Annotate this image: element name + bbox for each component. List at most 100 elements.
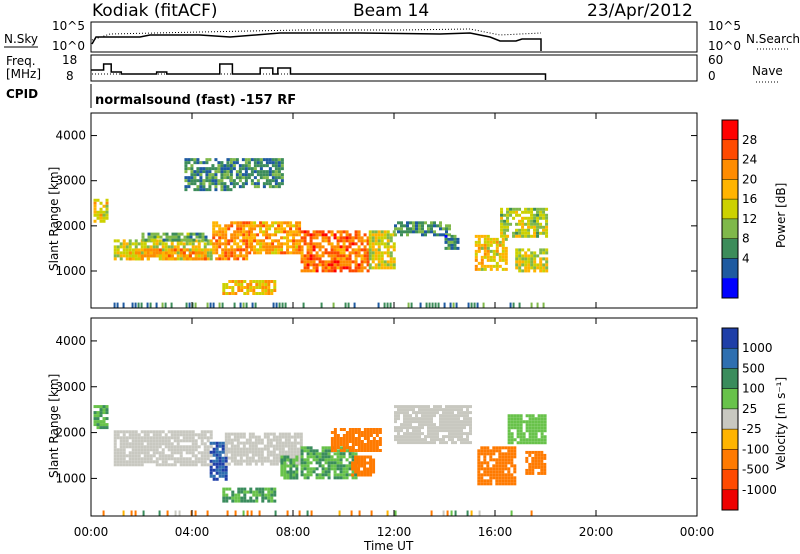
velocity-cell xyxy=(237,499,241,503)
velocity-cell xyxy=(221,456,225,460)
velocity-cell xyxy=(164,442,168,446)
power-cell xyxy=(235,161,239,165)
nsearch-trace xyxy=(91,28,542,41)
power-cell xyxy=(345,239,349,243)
velocity-cell xyxy=(451,429,454,433)
velocity-cell xyxy=(357,470,361,474)
velocity-cell xyxy=(372,446,376,449)
velocity-cell xyxy=(93,423,97,427)
velocity-cell xyxy=(397,435,400,439)
velocity-cell xyxy=(182,433,186,437)
velocity-cell xyxy=(531,459,535,463)
velocity-cell xyxy=(286,458,290,462)
power-cell xyxy=(253,158,257,162)
velocity-cell xyxy=(280,473,284,477)
power-cell xyxy=(192,238,196,242)
velocity-cell xyxy=(215,471,219,475)
velocity-cell xyxy=(397,429,400,433)
power-cell xyxy=(259,221,263,225)
velocity-cell xyxy=(418,441,421,445)
power-cell xyxy=(128,257,132,261)
power-cell xyxy=(171,238,175,242)
power-cell xyxy=(360,263,364,267)
velocity-cell xyxy=(309,452,313,456)
velocity-cell xyxy=(230,438,234,442)
velocity-cell xyxy=(378,443,382,446)
power-cell xyxy=(377,263,381,267)
velocity-cell xyxy=(293,438,297,442)
power-cell xyxy=(536,254,540,258)
velocity-cell xyxy=(239,432,243,436)
velocity-cell xyxy=(289,470,293,474)
velocity-cell xyxy=(372,437,376,440)
power-cell xyxy=(360,242,364,246)
velocity-cell xyxy=(534,420,538,424)
velocity-cell xyxy=(224,438,228,442)
velocity-cell xyxy=(251,435,255,439)
power-cell xyxy=(527,257,531,261)
velocity-cell xyxy=(131,442,135,446)
colorbar-swatch xyxy=(722,328,738,349)
velocity-cell xyxy=(439,429,442,433)
velocity-cell xyxy=(457,432,460,436)
velocity-cell xyxy=(477,452,481,456)
power-cell xyxy=(226,158,230,162)
power-cell xyxy=(122,302,125,308)
colorbar-swatch xyxy=(722,258,738,279)
power-cell xyxy=(504,255,508,259)
velocity-cell xyxy=(300,449,304,453)
velocity-cell xyxy=(318,461,322,465)
velocity-cell xyxy=(161,448,165,452)
power-cell xyxy=(524,210,528,214)
velocity-cell xyxy=(272,450,276,454)
velocity-cell xyxy=(206,510,209,516)
velocity-cell xyxy=(519,432,523,436)
power-cell xyxy=(245,230,249,234)
power-cell xyxy=(186,235,190,239)
velocity-cell xyxy=(501,479,505,483)
power-cell xyxy=(486,237,490,241)
velocity-cell xyxy=(495,467,499,471)
power-cell xyxy=(222,283,226,287)
power-cell xyxy=(267,283,271,287)
velocity-cell xyxy=(477,461,481,465)
power-cell xyxy=(277,158,281,162)
velocity-cell xyxy=(372,440,376,443)
power-cell xyxy=(150,232,154,236)
velocity-cell xyxy=(283,455,287,459)
y-tick-label: 1000 xyxy=(55,471,86,485)
power-cell xyxy=(348,254,352,258)
velocity-cell xyxy=(261,493,265,497)
velocity-cell xyxy=(295,470,299,474)
beam-title: Beam 14 xyxy=(353,1,429,21)
power-cell xyxy=(237,286,241,290)
velocity-cell xyxy=(185,433,189,437)
velocity-cell xyxy=(248,447,252,451)
velocity-cell xyxy=(321,455,325,459)
velocity-cell xyxy=(430,432,433,436)
power-cell xyxy=(182,254,186,258)
velocity-cell xyxy=(483,470,487,474)
velocity-cell xyxy=(403,408,406,412)
velocity-cell xyxy=(492,446,496,450)
velocity-cell xyxy=(113,439,117,443)
velocity-cell xyxy=(122,463,126,467)
power-cell xyxy=(309,260,313,264)
velocity-cell xyxy=(295,467,299,471)
power-cell xyxy=(545,222,549,226)
power-cell xyxy=(214,176,218,180)
power-cell xyxy=(261,286,265,290)
velocity-cell xyxy=(457,420,460,424)
power-cell xyxy=(418,224,421,228)
power-cell xyxy=(199,173,203,177)
velocity-cell xyxy=(483,482,487,486)
velocity-cell xyxy=(296,441,300,445)
velocity-cell xyxy=(146,460,150,464)
power-cell xyxy=(521,210,525,214)
velocity-cell xyxy=(96,426,100,430)
power-cell xyxy=(131,251,135,255)
velocity-cell xyxy=(351,440,355,443)
power-cell xyxy=(280,245,284,249)
velocity-cell xyxy=(149,457,153,461)
velocity-cell xyxy=(366,455,370,459)
